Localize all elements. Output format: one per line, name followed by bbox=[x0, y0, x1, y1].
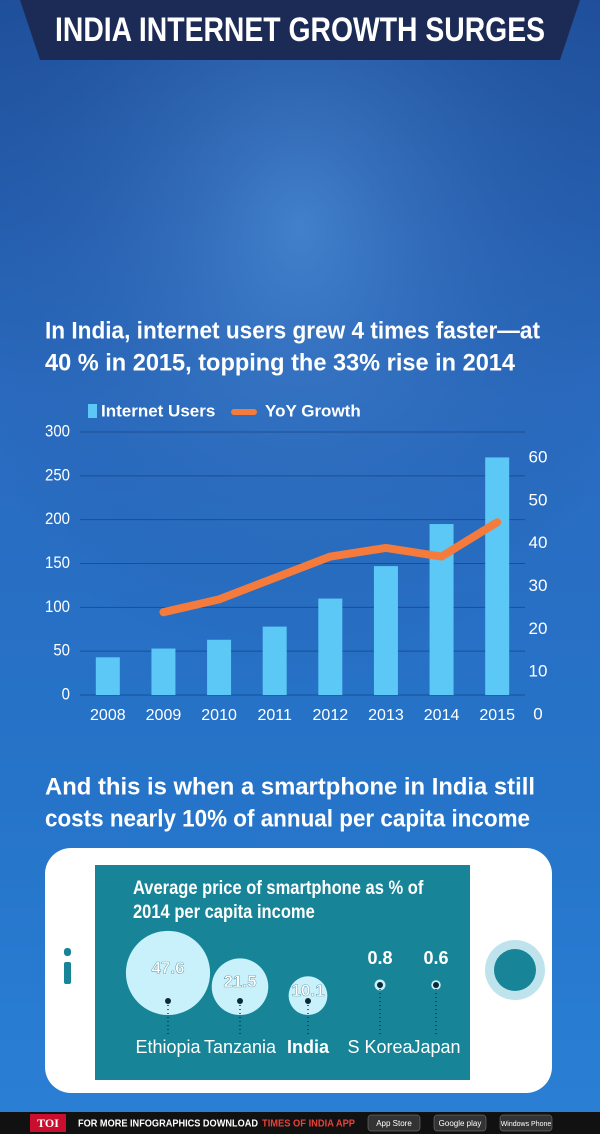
y2-tick-label: 10 bbox=[529, 662, 548, 681]
x-tick-label: 2012 bbox=[313, 707, 349, 724]
y-tick-label: 250 bbox=[45, 467, 70, 485]
brand-box bbox=[30, 1114, 66, 1132]
bar bbox=[151, 648, 176, 695]
bar bbox=[373, 566, 398, 695]
bubble bbox=[288, 976, 328, 1015]
badge-label[interactable]: Windows Phone bbox=[501, 1121, 552, 1128]
leader-dot bbox=[433, 982, 439, 988]
badge-label[interactable]: Google play bbox=[439, 1119, 482, 1128]
subtitle-line: 40 % in 2015, topping the 33% rise in 20… bbox=[45, 349, 516, 376]
value-label: 0.8 bbox=[367, 948, 392, 968]
y2-tick-label: 50 bbox=[529, 490, 548, 509]
leader-dot bbox=[165, 998, 171, 1004]
leader-dot bbox=[305, 998, 311, 1004]
y-tick-label: 300 bbox=[45, 423, 70, 441]
footer-brand: TOI bbox=[37, 1116, 59, 1130]
bubble bbox=[211, 958, 269, 1015]
x-tick-label: 2015 bbox=[479, 707, 515, 724]
bar bbox=[318, 598, 343, 695]
badge[interactable] bbox=[367, 1114, 421, 1132]
category-label: S Korea bbox=[347, 1037, 413, 1057]
legend-swatch bbox=[231, 409, 257, 415]
x-tick-label: 2010 bbox=[201, 707, 237, 724]
value-label: 21.5 bbox=[223, 972, 256, 991]
value-label: 47.6 bbox=[151, 958, 184, 977]
footer-app: TIMES OF INDIA APP bbox=[262, 1119, 355, 1130]
x-tick-label: 2013 bbox=[368, 707, 404, 724]
y2-tick-label: 0 bbox=[533, 704, 542, 723]
x-tick-label: 2011 bbox=[257, 707, 292, 724]
section-heading-line: costs nearly 10% of annual per capita in… bbox=[45, 805, 530, 832]
category-label: Ethiopia bbox=[135, 1037, 201, 1057]
section-heading-line: And this is when a smartphone in India s… bbox=[45, 773, 535, 800]
badge[interactable] bbox=[499, 1114, 553, 1132]
x-tick-label: 2008 bbox=[90, 707, 126, 724]
legend-label: YoY Growth bbox=[265, 401, 361, 420]
title: INDIA INTERNET GROWTH SURGES bbox=[55, 11, 545, 49]
y-tick-label: 50 bbox=[53, 642, 70, 660]
leader-dot bbox=[237, 998, 243, 1004]
y2-tick-label: 30 bbox=[529, 576, 548, 595]
info-stem bbox=[64, 962, 71, 984]
bar bbox=[485, 457, 510, 695]
footer-text: FOR MORE INFOGRAPHICS DOWNLOAD bbox=[78, 1119, 258, 1130]
bar bbox=[95, 657, 120, 695]
leader-dot bbox=[377, 982, 383, 988]
subtitle-line: In India, internet users grew 4 times fa… bbox=[45, 317, 540, 344]
title-band bbox=[20, 0, 580, 60]
bar bbox=[262, 626, 287, 695]
y-tick-label: 0 bbox=[62, 686, 70, 704]
badge-label[interactable]: App Store bbox=[376, 1119, 412, 1128]
y2-tick-label: 40 bbox=[529, 533, 548, 552]
x-tick-label: 2009 bbox=[146, 707, 182, 724]
photo-glow bbox=[0, 0, 600, 760]
badge[interactable] bbox=[433, 1114, 487, 1132]
y-tick-label: 200 bbox=[45, 510, 70, 528]
bar bbox=[207, 639, 232, 695]
y2-tick-label: 20 bbox=[529, 619, 548, 638]
line bbox=[159, 518, 502, 617]
value-label: 10.1 bbox=[291, 981, 324, 1000]
y-tick-label: 150 bbox=[45, 554, 70, 572]
bubble bbox=[125, 930, 211, 1015]
x-tick-label: 2014 bbox=[424, 707, 460, 724]
home-button bbox=[494, 949, 536, 991]
legend-label: Internet Users bbox=[101, 401, 215, 420]
y2-tick-label: 60 bbox=[529, 447, 548, 466]
legend-swatch bbox=[88, 404, 97, 418]
y-tick-label: 100 bbox=[45, 598, 70, 616]
value-label: 0.6 bbox=[423, 948, 448, 968]
bubble-title: 2014 per capita income bbox=[133, 901, 315, 922]
category-label: India bbox=[287, 1037, 330, 1057]
bubble-title: Average price of smartphone as % of bbox=[133, 877, 423, 898]
category-label: Japan bbox=[411, 1037, 460, 1057]
info-dot bbox=[64, 948, 71, 956]
category-label: Tanzania bbox=[204, 1037, 277, 1057]
